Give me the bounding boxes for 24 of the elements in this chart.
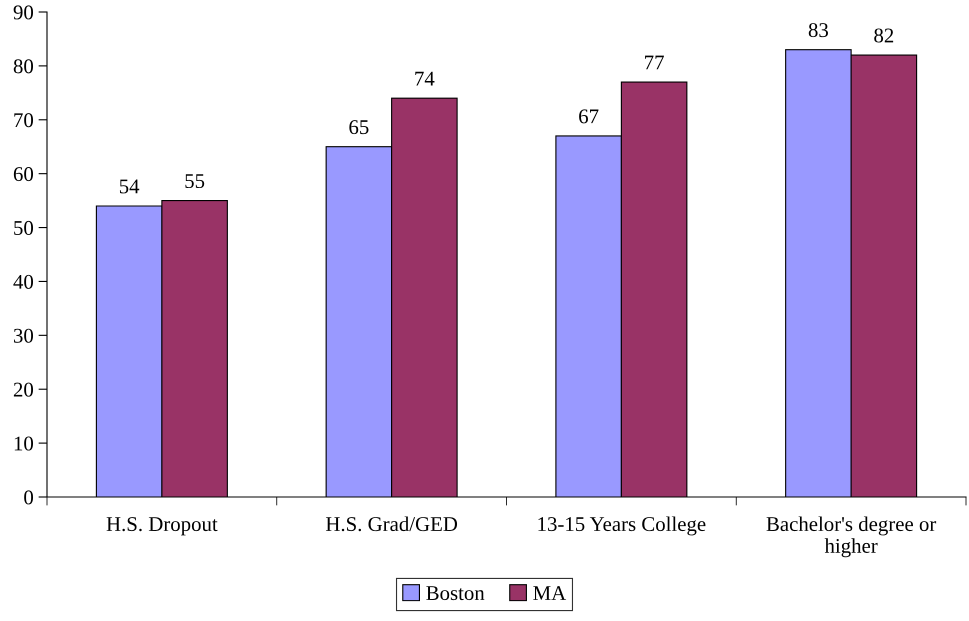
data-label: 67 <box>579 109 598 124</box>
y-tick-label: 60 <box>14 167 34 182</box>
y-tick-label: 30 <box>14 328 34 343</box>
x-tick-label: H.S. Grad/GED <box>326 516 458 532</box>
data-label: 55 <box>185 174 204 188</box>
y-tick-label: 0 <box>24 490 34 504</box>
data-label: 83 <box>808 23 828 38</box>
y-tick-label: 80 <box>14 59 34 74</box>
x-tick-label: 13-15 Years College <box>538 516 706 536</box>
data-label: 65 <box>349 120 368 134</box>
legend-label: Boston <box>426 586 484 600</box>
y-tick-label: 50 <box>14 220 34 235</box>
data-label: 82 <box>874 28 894 43</box>
x-tick-label: Bachelor's degree or higher <box>766 516 936 558</box>
data-label: 74 <box>415 72 434 86</box>
y-tick-label: 70 <box>14 113 34 128</box>
data-label: 54 <box>120 180 140 194</box>
data-label: 77 <box>645 56 664 70</box>
x-tick-label: H.S. Dropout <box>106 517 218 536</box>
y-tick-label: 40 <box>13 274 34 289</box>
legend-label: MA <box>533 586 566 600</box>
y-tick-label: 10 <box>14 436 34 451</box>
y-tick-label: 90 <box>14 5 34 20</box>
y-tick-label: 20 <box>14 382 34 397</box>
